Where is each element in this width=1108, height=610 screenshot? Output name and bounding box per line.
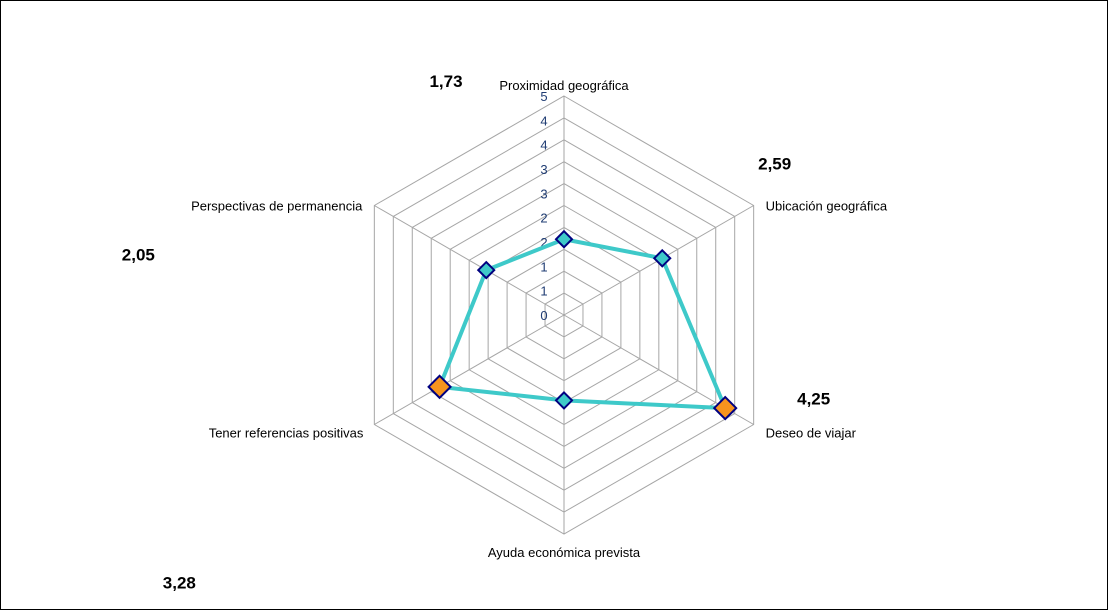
radial-tick-label: 0 [540, 308, 547, 323]
radial-tick-label: 1 [540, 284, 547, 299]
radial-tick-label: 2 [540, 235, 547, 250]
category-label: Ayuda económica prevista [488, 545, 641, 560]
category-label: Perspectivas de permanencia [191, 199, 363, 214]
category-label: Ubicación geográfica [766, 199, 888, 214]
radial-tick-label: 3 [540, 162, 547, 177]
radial-tick-labels: 0 1 1 2 2 3 3 4 4 5 [540, 89, 547, 323]
radial-tick-label: 4 [540, 138, 547, 153]
radial-tick-label: 4 [540, 113, 547, 128]
data-point-marker [652, 248, 672, 268]
data-value-label: 3,28 [163, 574, 196, 593]
radial-tick-label: 2 [540, 211, 547, 226]
category-label: Proximidad geográfica [499, 78, 629, 93]
grid-spoke [374, 205, 565, 316]
data-value-label: 2,05 [122, 246, 155, 265]
radial-tick-label: 3 [540, 186, 547, 201]
radar-grid [373, 95, 755, 535]
category-labels: Proximidad geográfica 1,73 Ubicación geogr… [122, 72, 888, 593]
radar-series [427, 229, 738, 421]
data-point-marker [712, 395, 738, 421]
radial-tick-label: 5 [540, 89, 547, 104]
data-point-marker [554, 390, 574, 410]
radial-tick-label: 1 [540, 259, 547, 274]
grid-spoke [374, 314, 565, 425]
category-label: Deseo de viajar [766, 426, 857, 441]
data-value-label: 4,25 [797, 390, 830, 409]
data-value-label: 2,59 [758, 155, 791, 174]
data-value-label: 1,73 [429, 72, 462, 91]
data-point-marker [427, 374, 452, 400]
data-point-marker [554, 229, 574, 249]
data-point-marker [476, 260, 496, 280]
category-label: Tener referencias positivas [209, 426, 364, 441]
